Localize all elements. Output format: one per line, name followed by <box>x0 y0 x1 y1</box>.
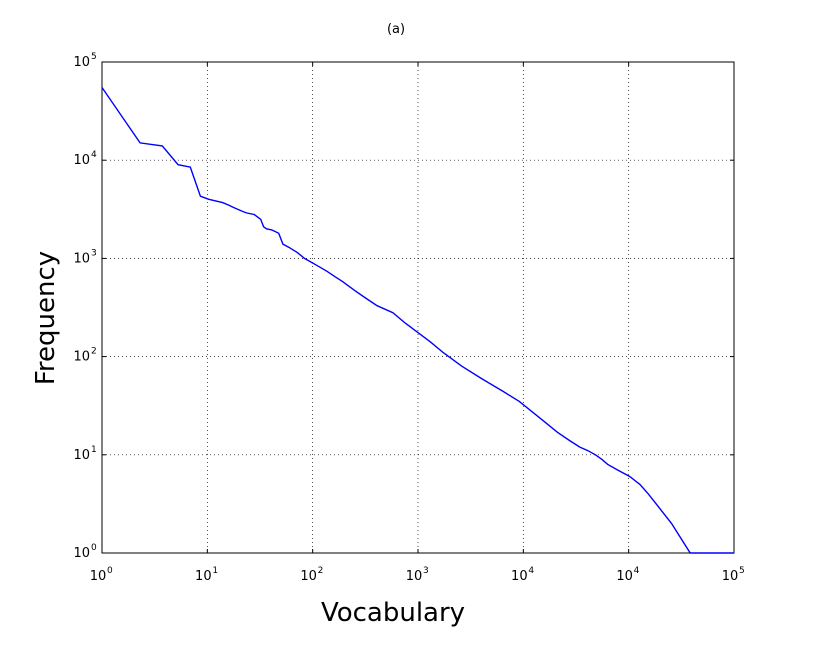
x-tick-label: 10 <box>722 569 739 584</box>
x-tick-exponent: 4 <box>528 566 534 576</box>
y-tick-exponent: 5 <box>91 52 97 62</box>
axis-ticks: 10 0 10 1 10 2 10 3 10 4 10 4 10 510 010 110 210 310 410 5 <box>73 52 744 584</box>
x-tick-label: 10 <box>300 569 317 584</box>
y-tick-exponent: 4 <box>91 150 97 160</box>
x-tick-exponent: 1 <box>212 566 218 576</box>
x-tick-label: 10 <box>511 569 528 584</box>
y-tick-exponent: 1 <box>91 445 97 455</box>
x-tick-exponent: 4 <box>634 566 640 576</box>
y-tick-label: 10 <box>73 153 90 168</box>
x-axis-label: Vocabulary <box>321 598 465 628</box>
x-tick-label: 10 <box>90 569 107 584</box>
series-line <box>101 87 734 554</box>
chart-title: (a) <box>387 22 405 37</box>
y-tick-label: 10 <box>73 251 90 266</box>
plot-frame <box>101 61 735 554</box>
y-tick-exponent: 3 <box>91 248 97 258</box>
y-axis-label: Frequency <box>31 251 61 385</box>
x-tick-label: 10 <box>616 569 633 584</box>
x-tick-exponent: 2 <box>318 566 324 576</box>
y-tick-exponent: 0 <box>91 543 97 553</box>
x-tick-label: 10 <box>406 569 423 584</box>
x-tick-exponent: 3 <box>423 566 429 576</box>
x-tick-label: 10 <box>195 569 212 584</box>
y-tick-label: 10 <box>73 350 90 365</box>
x-tick-exponent: 5 <box>739 566 745 576</box>
gridlines <box>102 62 734 553</box>
y-tick-label: 10 <box>73 546 90 561</box>
y-tick-label: 10 <box>73 55 90 70</box>
x-tick-exponent: 0 <box>107 566 113 576</box>
y-tick-label: 10 <box>73 448 90 463</box>
y-tick-exponent: 2 <box>91 347 97 357</box>
